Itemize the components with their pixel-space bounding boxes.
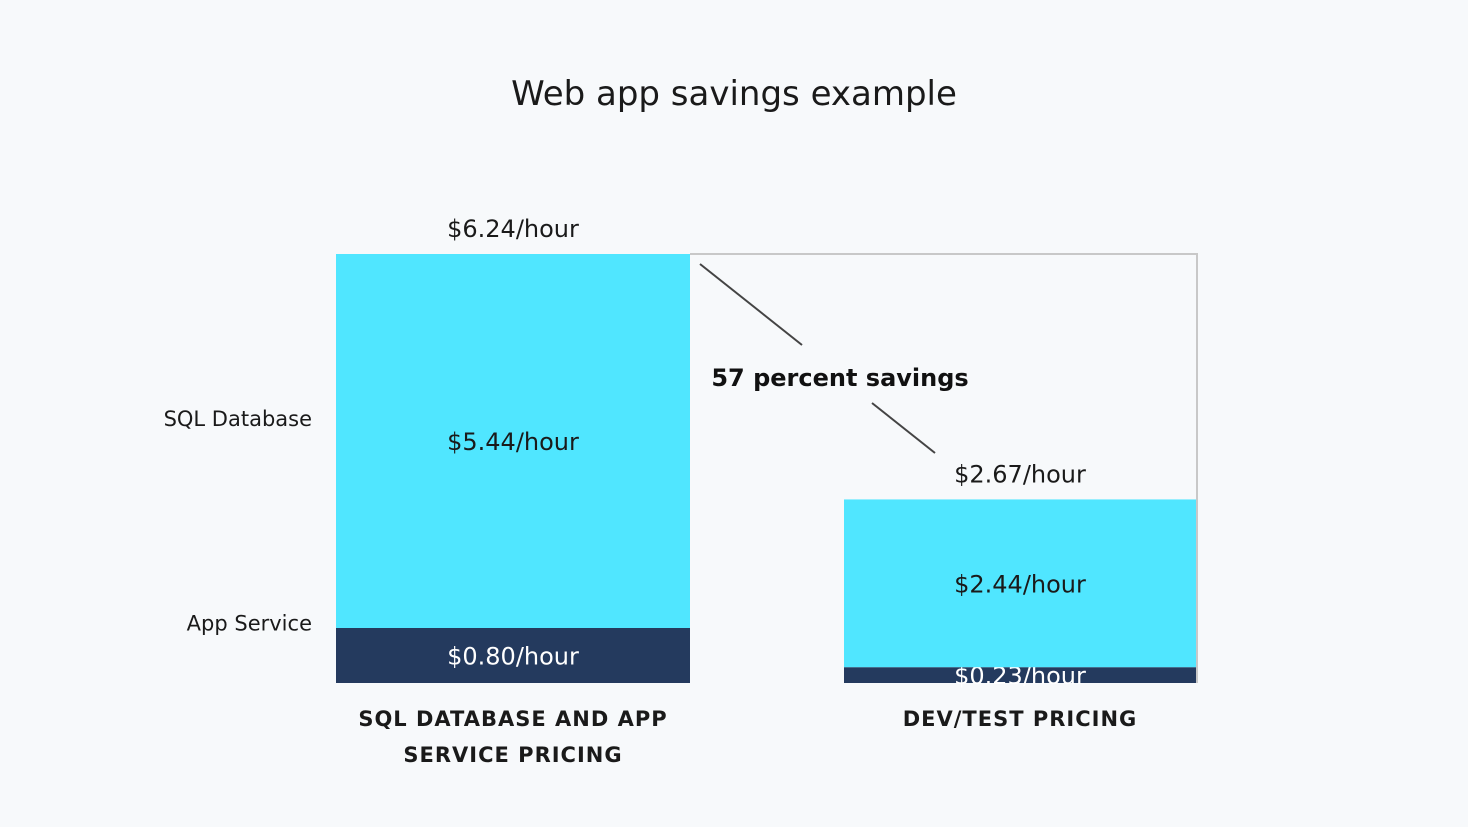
legend-label: SQL Database (164, 407, 312, 431)
total-label: $2.67/hour (954, 460, 1086, 488)
category-label: SERVICE PRICING (403, 743, 622, 767)
bar-segment-app-service (336, 628, 690, 683)
savings-annotation: 57 percent savings (711, 364, 968, 392)
segment-value-label: $5.44/hour (447, 428, 579, 456)
category-label: SQL DATABASE AND APP (358, 707, 667, 731)
bar-segment-app-service (844, 667, 1196, 683)
segment-value-label: $0.80/hour (447, 643, 579, 671)
chart-title: Web app savings example (511, 74, 957, 114)
category-label: DEV/TEST PRICING (903, 707, 1138, 731)
bar-segment-sql-database (844, 499, 1196, 668)
annotation-leader-line (699, 263, 803, 346)
bar-segment-sql-database (336, 254, 690, 628)
annotation-leader-line (871, 402, 936, 454)
total-label: $6.24/hour (447, 215, 579, 243)
legend-label: App Service (187, 612, 312, 636)
comparison-frame (690, 253, 1198, 683)
segment-value-label: $2.44/hour (954, 570, 1086, 598)
